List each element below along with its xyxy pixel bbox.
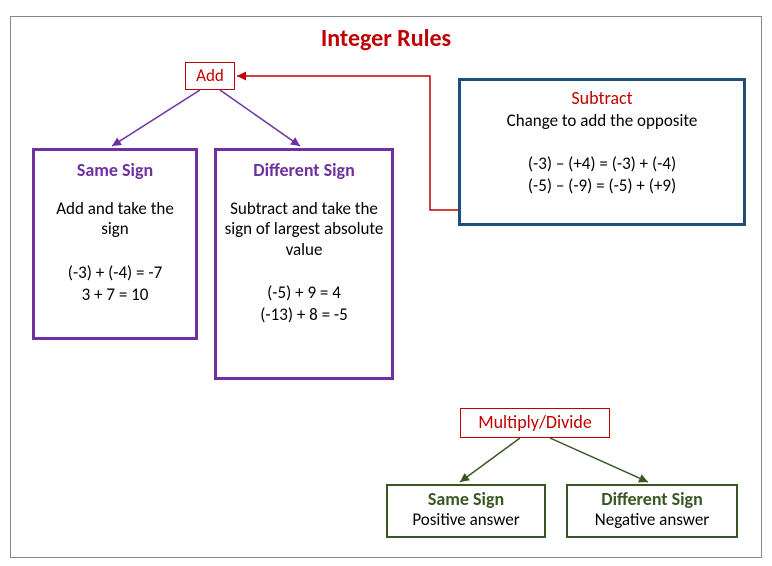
md-diff-sign-header: Different Sign xyxy=(568,490,736,510)
add-diff-sign-ex2: (-13) + 8 = -5 xyxy=(223,304,385,326)
add-same-sign-box: Same Sign Add and take the sign (-3) + (… xyxy=(32,148,198,340)
add-same-sign-rule: Add and take the sign xyxy=(41,199,189,240)
add-node: Add xyxy=(185,62,235,90)
add-same-sign-ex1: (-3) + (-4) = -7 xyxy=(41,262,189,284)
diagram-title: Integer Rules xyxy=(0,24,772,53)
md-same-sign-answer: Positive answer xyxy=(388,510,544,530)
md-diff-sign-box: Different Sign Negative answer xyxy=(566,484,738,538)
add-same-sign-ex2: 3 + 7 = 10 xyxy=(41,284,189,306)
md-diff-sign-answer: Negative answer xyxy=(568,510,736,530)
md-same-sign-header: Same Sign xyxy=(388,490,544,510)
md-same-sign-box: Same Sign Positive answer xyxy=(386,484,546,538)
add-diff-sign-rule: Subtract and take the sign of largest ab… xyxy=(223,199,385,260)
subtract-box: Subtract Change to add the opposite (-3)… xyxy=(458,78,746,226)
subtract-rule: Change to add the opposite xyxy=(469,111,735,131)
subtract-ex1: (-3) – (+4) = (-3) + (-4) xyxy=(469,153,735,175)
add-diff-sign-ex1: (-5) + 9 = 4 xyxy=(223,282,385,304)
multiply-divide-node: Multiply/Divide xyxy=(460,408,610,438)
subtract-header: Subtract xyxy=(469,87,735,109)
subtract-ex2: (-5) – (-9) = (-5) + (+9) xyxy=(469,175,735,197)
add-diff-sign-box: Different Sign Subtract and take the sig… xyxy=(214,148,394,380)
integer-rules-diagram: Integer Rules Add Same Sign Add and take xyxy=(0,0,772,566)
add-same-sign-header: Same Sign xyxy=(41,159,189,181)
add-diff-sign-header: Different Sign xyxy=(223,159,385,181)
